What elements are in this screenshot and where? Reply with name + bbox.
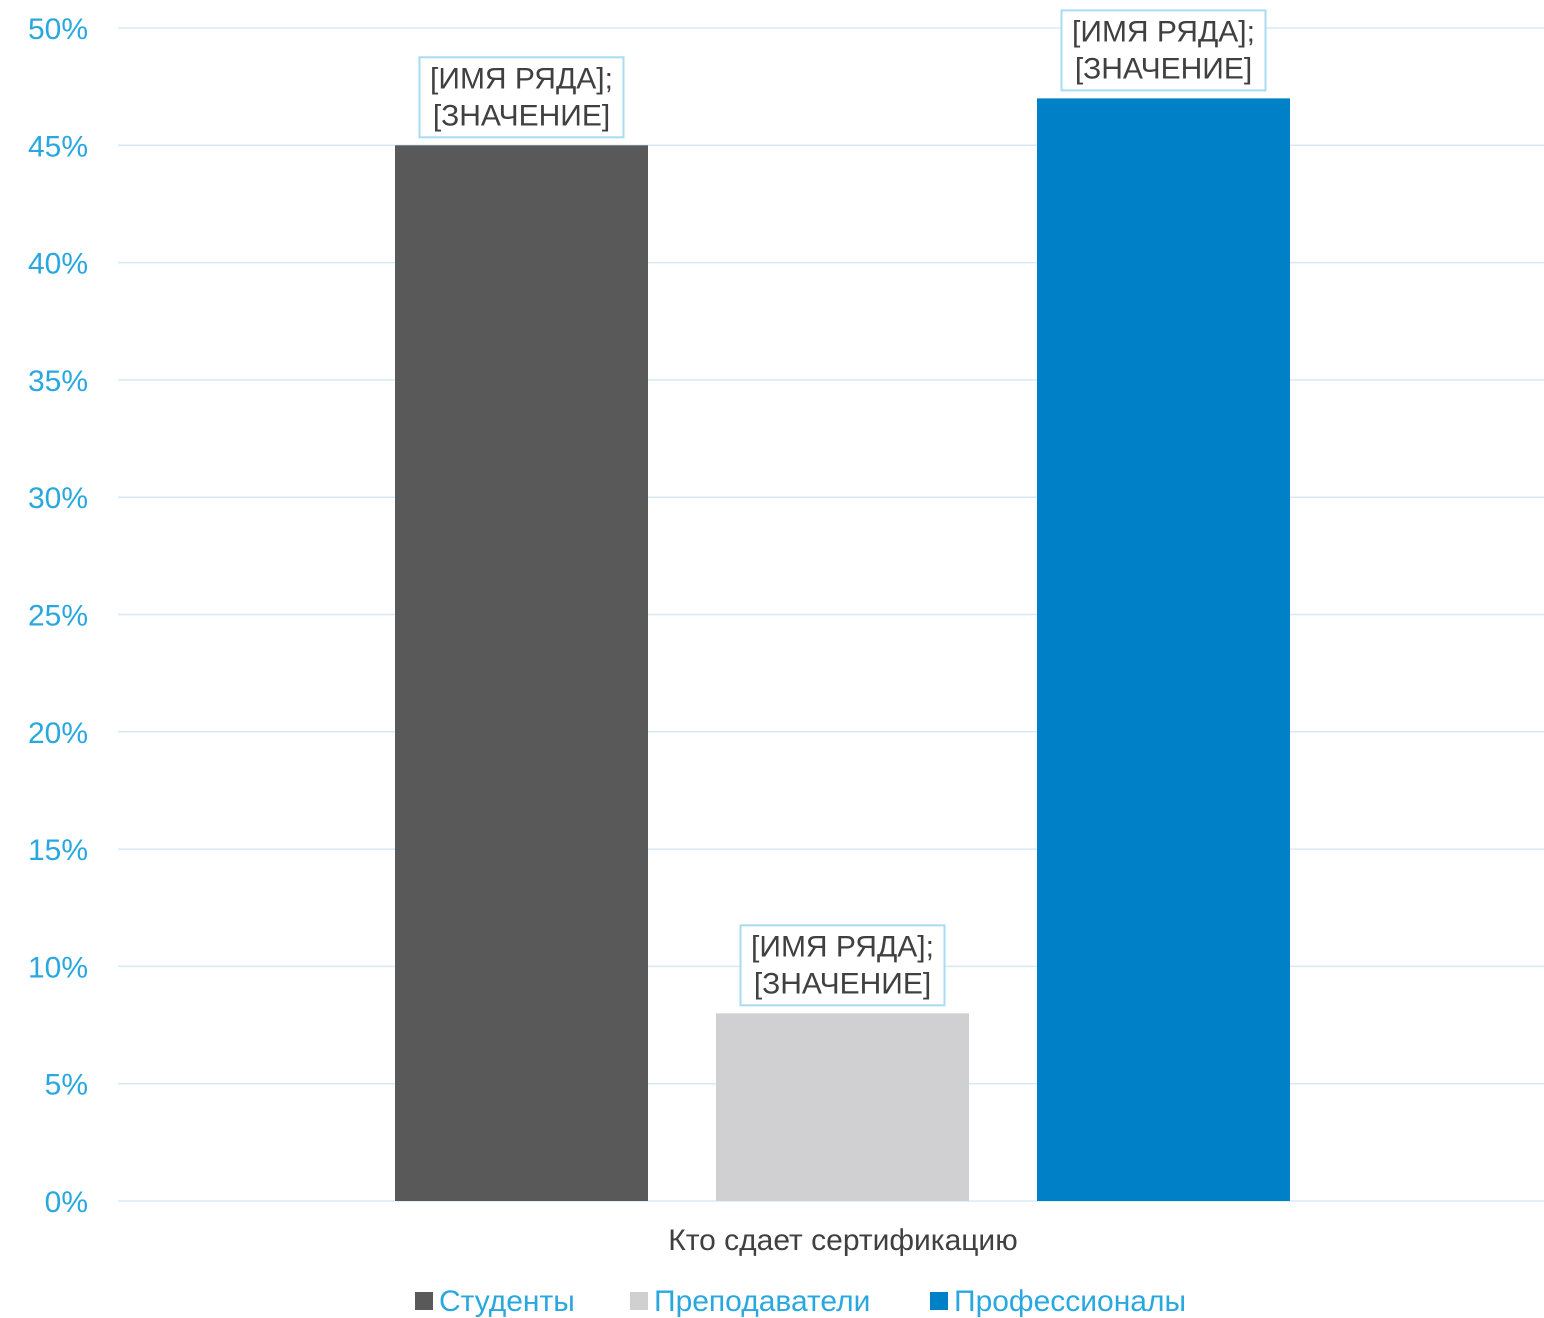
data-label-box	[418, 56, 625, 139]
x-axis-label: Кто сдает сертификацию	[668, 1224, 1017, 1257]
data-label-text: [ИМЯ РЯДА];	[751, 930, 934, 963]
legend-item: Студенты	[415, 1285, 575, 1318]
data-label-text: [ИМЯ РЯДА];	[430, 62, 613, 95]
y-axis-ticks: 0% 5% 10% 15% 20% 25% 30% 35% 40% 45% 50%	[28, 13, 88, 1219]
y-tick-label: 40%	[28, 248, 88, 281]
legend-swatch	[415, 1292, 433, 1310]
y-tick-label: 30%	[28, 482, 88, 515]
legend-label: Студенты	[439, 1285, 575, 1318]
data-label: [ИМЯ РЯДА]; [ЗНАЧЕНИЕ]	[418, 56, 625, 139]
data-label-text: [ЗНАЧЕНИЕ]	[433, 99, 610, 132]
bars	[395, 98, 1290, 1201]
data-label: [ИМЯ РЯДА]; [ЗНАЧЕНИЕ]	[1060, 9, 1267, 92]
data-label-box	[1060, 9, 1267, 92]
legend-swatch	[930, 1292, 948, 1310]
legend-label: Преподаватели	[654, 1285, 870, 1318]
y-tick-label: 0%	[45, 1186, 88, 1219]
legend-item: Профессионалы	[930, 1285, 1186, 1318]
legend-label: Профессионалы	[954, 1285, 1186, 1318]
data-labels: [ИМЯ РЯДА]; [ЗНАЧЕНИЕ] [ИМЯ РЯДА]; [ЗНАЧЕНИ…	[418, 9, 1267, 1007]
data-label: [ИМЯ РЯДА]; [ЗНАЧЕНИЕ]	[739, 924, 946, 1007]
y-tick-label: 45%	[28, 130, 88, 163]
data-label-text: [ЗНАЧЕНИЕ]	[1075, 52, 1252, 85]
y-tick-label: 10%	[28, 951, 88, 984]
legend-swatch	[630, 1292, 648, 1310]
y-tick-label: 15%	[28, 834, 88, 867]
y-tick-label: 50%	[28, 13, 88, 46]
bar	[395, 145, 648, 1201]
y-tick-label: 20%	[28, 717, 88, 750]
y-tick-label: 5%	[45, 1069, 88, 1102]
y-tick-label: 25%	[28, 600, 88, 633]
legend-item: Преподаватели	[630, 1285, 870, 1318]
data-label-box	[739, 924, 946, 1007]
legend: Студенты Преподаватели Профессионалы	[415, 1285, 1186, 1318]
bar	[1037, 98, 1290, 1201]
bar	[716, 1013, 969, 1201]
data-label-text: [ЗНАЧЕНИЕ]	[754, 967, 931, 1000]
gridlines	[118, 27, 1544, 1202]
y-tick-label: 35%	[28, 365, 88, 398]
data-label-text: [ИМЯ РЯДА];	[1072, 15, 1255, 48]
